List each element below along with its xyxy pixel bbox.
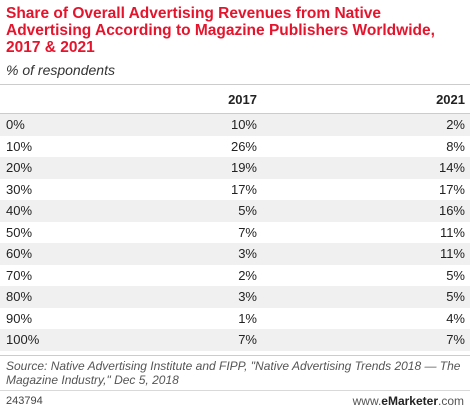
cell-2017: 7%	[238, 332, 257, 347]
table-row: 30% 17% 17%	[0, 179, 470, 201]
chart-subtitle: % of respondents	[6, 62, 115, 78]
cell-2021: 16%	[438, 203, 465, 218]
logo-suffix: .com	[437, 394, 464, 408]
row-label: 30%	[6, 181, 33, 197]
row-label: 90%	[6, 310, 33, 326]
source-note: Source: Native Advertising Institute and…	[6, 359, 461, 387]
cell-2017: 7%	[238, 224, 257, 240]
cell-2017: 1%	[238, 310, 257, 326]
footer: 243794 www.eMarketer.com	[0, 390, 470, 413]
cell-2021: 5%	[446, 289, 465, 304]
table-body: 0% 10% 2% 10% 26% 8% 20% 19% 14% 30% 17% 17% 40% 5% 16…	[0, 114, 470, 351]
cell-2017: 17%	[230, 181, 257, 197]
bottom-rule	[0, 355, 470, 356]
chart-id: 243794	[6, 395, 43, 407]
cell-2021: 11%	[439, 246, 465, 261]
row-label: 0%	[6, 117, 25, 132]
top-rule	[0, 84, 470, 85]
row-label: 60%	[6, 246, 33, 261]
table-header-row: 2017 2021	[0, 86, 470, 114]
emarketer-logo: www.eMarketer.com	[353, 394, 464, 408]
cell-2021: 8%	[446, 138, 465, 154]
table-row: 80% 3% 5%	[0, 286, 470, 308]
cell-2017: 3%	[238, 289, 257, 304]
logo-brand: eMarketer	[381, 394, 438, 408]
cell-2017: 2%	[238, 267, 257, 283]
row-label: 20%	[6, 160, 33, 175]
row-label: 40%	[6, 203, 33, 218]
header-2017: 2017	[228, 92, 257, 107]
row-label: 50%	[6, 224, 33, 240]
header-2021: 2021	[436, 92, 465, 107]
row-label: 100%	[6, 332, 40, 347]
data-table: 2017 2021 0% 10% 2% 10% 26% 8% 20% 19% 14% 30% 17%…	[0, 86, 470, 351]
cell-2021: 4%	[446, 310, 465, 326]
cell-2021: 14%	[438, 160, 465, 175]
cell-2017: 19%	[230, 160, 257, 175]
cell-2017: 26%	[230, 138, 257, 154]
cell-2021: 7%	[446, 332, 465, 347]
table-row: 100% 7% 7%	[0, 329, 470, 351]
cell-2021: 17%	[438, 181, 465, 197]
cell-2017: 5%	[238, 203, 257, 218]
cell-2021: 5%	[446, 267, 465, 283]
table-row: 90% 1% 4%	[0, 308, 470, 330]
cell-2017: 10%	[230, 117, 257, 132]
cell-2021: 11%	[439, 224, 465, 240]
row-label: 80%	[6, 289, 33, 304]
row-label: 10%	[6, 138, 33, 154]
table-row: 50% 7% 11%	[0, 222, 470, 244]
table-row: 10% 26% 8%	[0, 136, 470, 158]
table-row: 60% 3% 11%	[0, 243, 470, 265]
table-row: 20% 19% 14%	[0, 157, 470, 179]
cell-2021: 2%	[446, 117, 465, 132]
cell-2017: 3%	[238, 246, 257, 261]
logo-prefix: www.	[352, 394, 382, 408]
row-label: 70%	[6, 267, 33, 283]
chart-title: Share of Overall Advertising Revenues fr…	[6, 5, 435, 56]
table-row: 40% 5% 16%	[0, 200, 470, 222]
table-row: 0% 10% 2%	[0, 114, 470, 136]
table-row: 70% 2% 5%	[0, 265, 470, 287]
